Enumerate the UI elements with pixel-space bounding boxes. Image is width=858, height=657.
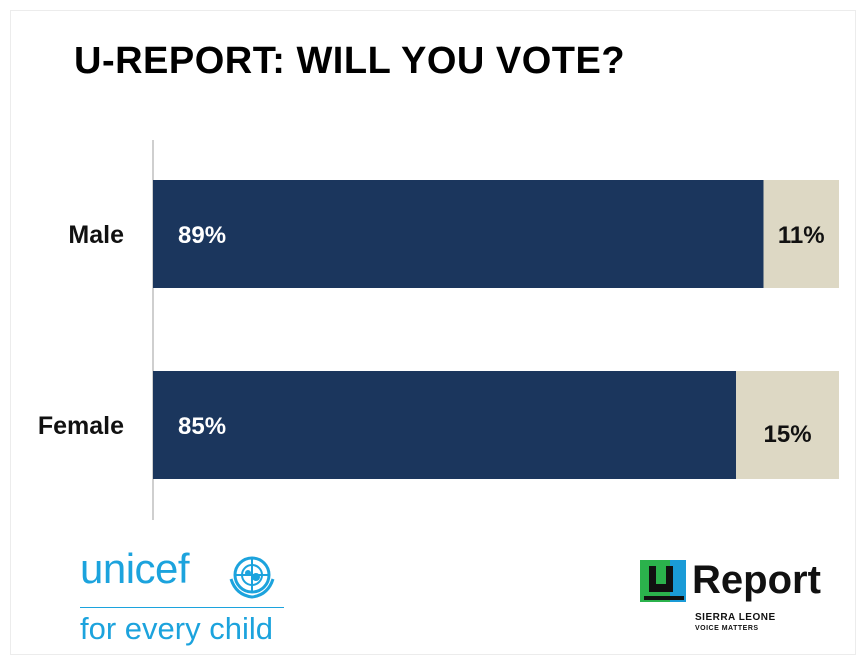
bar-segment [153, 371, 736, 479]
stacked-bar-chart: Male 89% 11% Female 85% 15% [0, 0, 858, 540]
category-label: Female [38, 412, 124, 440]
unicef-logo: unicef for every child [80, 545, 290, 650]
unicef-wordmark: unicef [80, 545, 189, 593]
unicef-tagline: for every child [80, 611, 273, 647]
un-globe-emblem-icon [226, 549, 278, 601]
data-label: 89% [178, 222, 226, 249]
data-label: 15% [764, 421, 812, 448]
unicef-divider [80, 607, 284, 608]
ureport-slogan: VOICE MATTERS [695, 625, 759, 632]
category-label: Male [68, 221, 124, 249]
data-label: 11% [778, 222, 825, 249]
ureport-country: SIERRA LEONE [695, 612, 776, 623]
ureport-wordmark: Report [692, 558, 821, 603]
ureport-u-icon [640, 558, 688, 606]
ureport-logo: Report SIERRA LEONE VOICE MATTERS [640, 558, 840, 648]
data-label: 85% [178, 413, 226, 440]
bar-segment [153, 180, 764, 288]
